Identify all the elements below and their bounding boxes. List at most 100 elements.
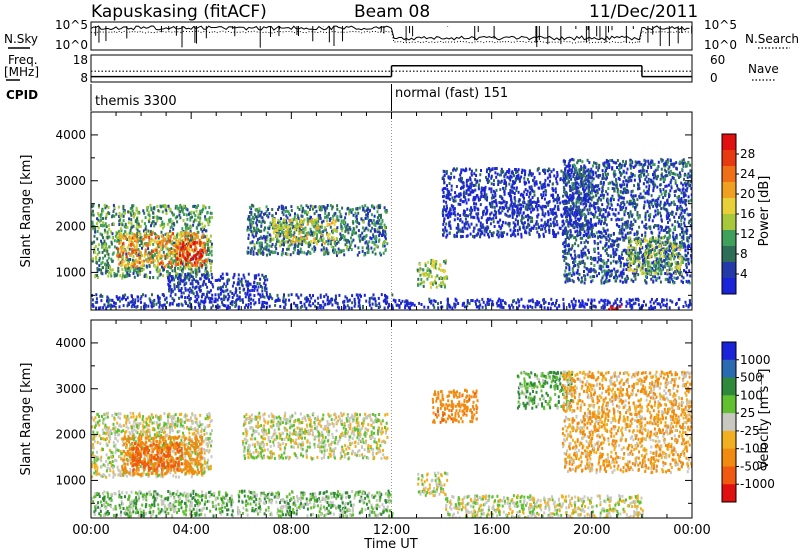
- data-cell: [255, 221, 258, 225]
- data-cell: [559, 178, 562, 182]
- data-cell: [189, 245, 192, 249]
- data-cell: [124, 293, 127, 297]
- data-cell: [166, 247, 169, 251]
- data-cell: [240, 280, 243, 284]
- data-cell: [357, 304, 360, 308]
- data-cell: [282, 220, 285, 224]
- data-cell: [148, 236, 151, 239]
- data-cell: [285, 225, 288, 229]
- data-cell: [100, 242, 103, 246]
- data-cell: [290, 242, 293, 246]
- data-cell: [374, 224, 377, 227]
- data-cell: [527, 204, 530, 208]
- data-cell: [133, 303, 136, 306]
- data-cell: [252, 250, 255, 254]
- data-cell: [323, 228, 326, 232]
- data-cell: [316, 217, 319, 221]
- data-cell: [351, 230, 354, 234]
- data-cell: [145, 243, 148, 247]
- data-cell: [279, 244, 282, 248]
- data-cell: [323, 303, 326, 307]
- data-cell: [330, 245, 333, 249]
- data-cell: [224, 304, 227, 308]
- data-cell: [123, 275, 126, 279]
- data-cell: [131, 303, 134, 307]
- data-cell: [348, 306, 351, 310]
- data-cell: [523, 176, 526, 180]
- data-cell: [201, 300, 204, 304]
- data-cell: [585, 234, 588, 238]
- data-cell: [126, 269, 129, 273]
- data-cell: [107, 206, 110, 209]
- data-cell: [276, 225, 279, 229]
- data-cell: [522, 201, 524, 205]
- data-cell: [310, 240, 312, 244]
- data-cell: [246, 292, 249, 296]
- data-cell: [293, 301, 296, 305]
- data-cell: [211, 293, 214, 297]
- data-cell: [443, 260, 445, 263]
- data-cell: [156, 204, 159, 208]
- data-cell: [572, 175, 575, 179]
- data-cell: [122, 219, 125, 223]
- data-cell: [128, 274, 131, 277]
- data-cell: [182, 255, 185, 259]
- data-cell: [132, 224, 135, 228]
- data-cell: [335, 241, 338, 245]
- data-cell: [562, 250, 564, 253]
- data-cell: [258, 219, 261, 223]
- data-cell: [483, 190, 486, 194]
- data-cell: [378, 206, 381, 209]
- data-cell: [208, 280, 211, 283]
- data-cell: [305, 299, 308, 303]
- data-cell: [564, 280, 567, 284]
- data-cell: [500, 231, 503, 235]
- data-cell: [673, 242, 676, 245]
- data-cell: [130, 262, 133, 265]
- data-cell: [176, 220, 179, 224]
- data-cell: [210, 300, 213, 304]
- data-cell: [351, 220, 354, 223]
- data-cell: [131, 205, 134, 209]
- data-cell: [223, 282, 226, 286]
- data-cell: [265, 274, 267, 278]
- data-cell: [574, 208, 577, 212]
- data-cell: [664, 228, 666, 232]
- data-cell: [151, 231, 154, 235]
- data-cell: [118, 296, 121, 300]
- data-cell: [551, 208, 554, 212]
- data-cell: [250, 218, 253, 222]
- data-cell: [145, 206, 148, 210]
- data-cell: [161, 220, 164, 224]
- data-cell: [108, 227, 111, 231]
- data-cell: [552, 221, 555, 225]
- data-cell: [126, 225, 129, 229]
- data-cell: [337, 218, 340, 222]
- data-cell: [594, 258, 597, 262]
- data-cell: [464, 217, 467, 221]
- data-cell: [98, 220, 101, 224]
- noise-traces: [90, 25, 693, 48]
- data-cell: [581, 160, 584, 164]
- data-cell: [113, 272, 116, 275]
- data-cell: [200, 299, 203, 303]
- data-cell: [164, 255, 167, 258]
- data-cell: [310, 216, 312, 220]
- data-cell: [174, 249, 177, 253]
- data-cell: [155, 255, 158, 258]
- data-cell: [492, 183, 495, 186]
- data-cell: [314, 227, 317, 231]
- data-cell: [152, 260, 155, 264]
- data-cell: [385, 302, 388, 306]
- data-cell: [317, 205, 320, 209]
- data-cell: [166, 300, 168, 304]
- data-cell: [151, 253, 154, 257]
- data-cell: [255, 231, 258, 235]
- data-cell: [265, 235, 268, 239]
- data-cell: [513, 202, 516, 206]
- data-cell: [532, 226, 535, 230]
- data-cell: [217, 293, 220, 297]
- data-cell: [341, 236, 344, 240]
- data-cell: [150, 304, 153, 308]
- data-cell: [129, 207, 132, 210]
